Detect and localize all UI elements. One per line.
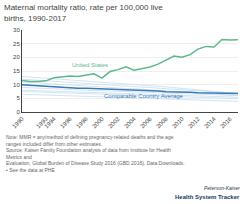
svg-text:Comparable Country Average: Comparable Country Average	[104, 93, 184, 99]
svg-text:2010: 2010	[171, 115, 185, 129]
svg-text:United States: United States	[72, 62, 108, 68]
svg-text:2012: 2012	[187, 115, 201, 129]
svg-text:2014: 2014	[203, 115, 217, 129]
svg-text:1990: 1990	[11, 115, 25, 129]
svg-text:2006: 2006	[139, 115, 153, 129]
svg-text:1993: 1993	[35, 115, 49, 129]
svg-text:15: 15	[13, 68, 20, 74]
svg-text:2004: 2004	[123, 115, 137, 129]
svg-text:2002: 2002	[107, 115, 121, 129]
svg-text:Peterson-Kaiser: Peterson-Kaiser	[204, 185, 240, 191]
svg-text:2016: 2016	[219, 115, 233, 129]
svg-text:1994: 1994	[43, 115, 57, 129]
svg-text:Note: MMR = any/method of defi: Note: MMR = any/method of defining pregn…	[6, 134, 185, 173]
svg-text:Maternal mortality ratio, rate: Maternal mortality ratio, rate per 100,0…	[4, 3, 163, 22]
svg-text:2000: 2000	[91, 115, 105, 129]
svg-text:2008: 2008	[155, 115, 169, 129]
svg-text:5: 5	[16, 95, 20, 101]
svg-text:1998: 1998	[75, 115, 89, 129]
svg-text:25: 25	[13, 41, 20, 47]
svg-text:30: 30	[13, 27, 20, 33]
svg-text:10: 10	[13, 82, 20, 88]
svg-text:1996: 1996	[59, 115, 73, 129]
svg-text:20: 20	[13, 54, 20, 60]
svg-text:0: 0	[16, 109, 20, 115]
svg-text:Health System Tracker: Health System Tracker	[175, 194, 240, 200]
